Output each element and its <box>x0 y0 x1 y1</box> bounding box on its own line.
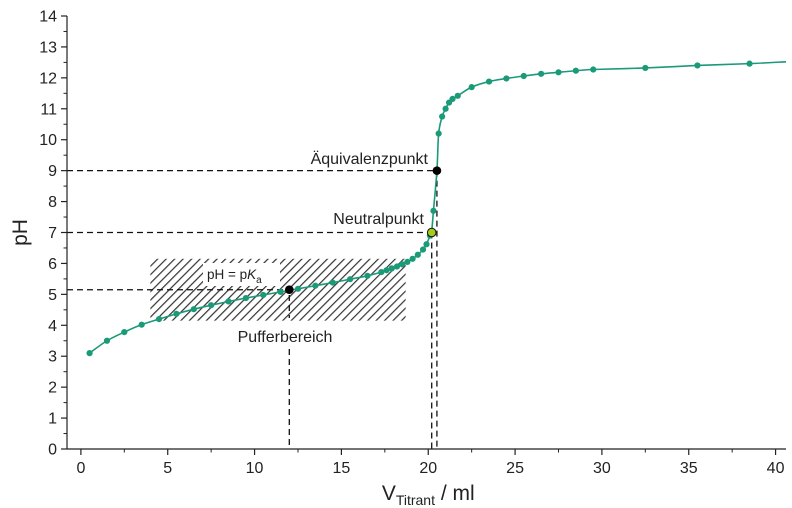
y-tick-label: 2 <box>48 380 57 397</box>
y-tick-label: 12 <box>39 70 57 87</box>
data-point <box>383 267 390 274</box>
data-point <box>86 350 93 357</box>
data-point <box>642 64 649 72</box>
data-point <box>419 246 427 253</box>
y-tick-label: 3 <box>48 349 57 366</box>
data-point <box>393 263 401 270</box>
data-point <box>155 316 163 323</box>
pka-label: pH = pKa <box>207 267 262 286</box>
data-point <box>173 310 180 317</box>
data-point <box>746 60 753 67</box>
neutralpunkt-marker <box>426 227 437 238</box>
data-point <box>103 337 111 344</box>
data-point <box>294 285 302 292</box>
data-point <box>520 72 527 80</box>
data-point <box>378 268 385 276</box>
data-point <box>399 261 406 268</box>
data-point <box>572 67 579 74</box>
data-point <box>503 75 510 82</box>
aequivalenzpunkt-label: Äquivalenzpunkt <box>311 150 429 168</box>
data-point <box>454 92 461 99</box>
y-axis-title: pH <box>9 219 32 246</box>
data-point <box>449 95 456 102</box>
data-point <box>260 291 267 299</box>
data-point <box>242 294 249 302</box>
x-axis-title: VTitrant / ml <box>382 482 475 508</box>
x-tick-label: 20 <box>419 460 437 477</box>
x-tick-label: 25 <box>506 460 524 477</box>
y-tick-label: 7 <box>48 225 57 242</box>
x-tick-label: 15 <box>333 460 351 477</box>
y-tick-label: 8 <box>48 194 57 211</box>
data-point <box>277 288 284 295</box>
data-point <box>190 306 197 313</box>
y-tick-label: 4 <box>48 318 57 335</box>
annotations: Äquivalenzpunkt Neutralpunkt Pufferberei… <box>207 150 429 346</box>
x-tick-label: 35 <box>680 460 698 477</box>
x-tick-label: 10 <box>246 460 264 477</box>
data-point <box>409 255 416 262</box>
y-tick-label: 11 <box>40 101 57 118</box>
y-tick-label: 13 <box>39 39 57 56</box>
data-point <box>435 130 442 137</box>
halbaequivalenz-marker <box>284 285 294 295</box>
data-point <box>423 241 430 248</box>
data-point <box>312 282 319 289</box>
key-points <box>284 166 442 295</box>
data-point <box>329 279 336 286</box>
y-tick-label: 0 <box>48 442 57 459</box>
x-tick-label: 40 <box>767 460 785 477</box>
data-point <box>364 272 371 279</box>
data-point <box>404 258 411 265</box>
data-point <box>485 78 493 85</box>
data-point <box>414 251 421 258</box>
data-point <box>208 302 215 309</box>
data-point <box>346 276 354 283</box>
guide-lines <box>67 169 438 449</box>
y-tick-label: 9 <box>48 163 57 180</box>
y-tick-label: 10 <box>39 132 57 149</box>
neutralpunkt-label: Neutralpunkt <box>333 211 424 228</box>
data-point <box>694 62 701 69</box>
pufferbereich-label: Pufferbereich <box>238 329 333 346</box>
buffer-label-background <box>203 263 280 286</box>
axes <box>66 16 786 450</box>
y-tick-label: 6 <box>48 256 57 273</box>
aequivalenzpunkt-marker <box>432 166 442 175</box>
y-tick-label: 14 <box>39 9 57 26</box>
x-axis-ticks: 0 5 10 15 20 25 30 35 40 <box>76 449 785 477</box>
x-tick-label: 5 <box>163 460 172 477</box>
data-point <box>442 105 449 112</box>
data-point <box>590 66 597 73</box>
x-tick-label: 30 <box>593 460 611 477</box>
data-point <box>225 298 232 305</box>
y-tick-label: 5 <box>48 287 57 304</box>
data-point <box>138 321 145 328</box>
data-point <box>439 113 446 120</box>
data-point <box>388 265 395 272</box>
data-point <box>555 69 562 76</box>
data-point <box>121 328 128 336</box>
data-point <box>468 84 475 91</box>
x-tick-label: 0 <box>76 460 85 477</box>
data-point <box>430 207 437 214</box>
y-tick-label: 1 <box>48 411 57 428</box>
data-point <box>538 70 545 77</box>
